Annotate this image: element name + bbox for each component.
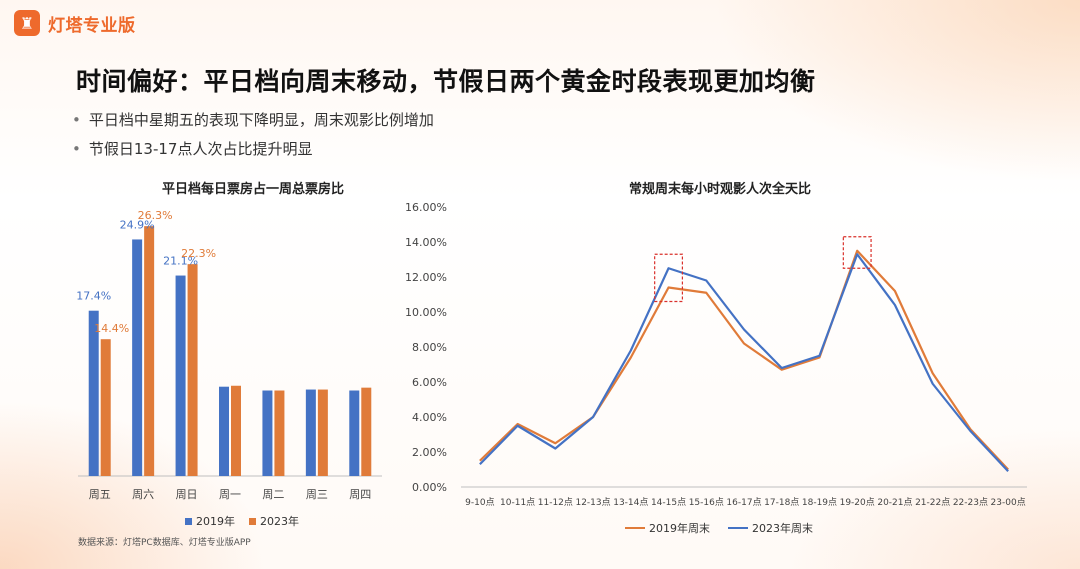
legend-swatch-2019-weekend — [625, 527, 645, 529]
bar-2023年-周五 — [100, 339, 111, 476]
bar-2019年-周五 — [88, 310, 99, 476]
legend-label-2023: 2023年 — [260, 515, 299, 528]
x-tick-label: 18-19点 — [802, 497, 837, 508]
legend-label-2019-weekend: 2019年周末 — [649, 522, 710, 535]
y-tick-label: 14.00% — [405, 236, 447, 249]
x-tick-label: 13-14点 — [613, 497, 648, 508]
x-tick-label: 16-17点 — [726, 497, 761, 508]
x-tick-label: 10-11点 — [500, 497, 535, 508]
data-label-2019-周日: 21.1% — [163, 255, 198, 268]
bar-2023年-周三 — [317, 389, 328, 476]
x-tick-label: 14-15点 — [651, 497, 686, 508]
legend-label-2023-weekend: 2023年周末 — [752, 522, 813, 535]
x-tick-label: 21-22点 — [915, 497, 950, 508]
lighthouse-icon: ♜ — [14, 10, 40, 36]
bar-2019年-周日 — [175, 275, 186, 476]
line-series-2023年周末 — [479, 253, 1009, 473]
bar-2023年-周一 — [231, 385, 241, 476]
data-source-note: 数据来源：灯塔PC数据库、灯塔专业版APP — [78, 538, 251, 548]
x-tick-label: 周五 — [89, 488, 111, 501]
legend-item-2023-weekend: 2023年周末 — [728, 520, 813, 536]
legend-swatch-2019 — [185, 517, 192, 525]
line-chart-legend: 2019年周末 2023年周末 — [625, 520, 813, 536]
legend-item-2019: 2019年 — [185, 513, 235, 529]
x-tick-label: 15-16点 — [689, 497, 724, 508]
legend-item-2023: 2023年 — [249, 513, 299, 529]
bar-2019年-周三 — [305, 389, 316, 476]
x-tick-label: 23-00点 — [991, 497, 1026, 508]
data-label-2023-周五: 14.4% — [94, 322, 129, 335]
data-label-2023-周日: 22.3% — [181, 247, 216, 260]
data-label-2019-周六: 24.9% — [120, 218, 155, 231]
bar-2019年-周六 — [132, 239, 143, 476]
bar-2019年-周一 — [219, 386, 229, 476]
y-tick-label: 12.00% — [405, 271, 447, 284]
highlight-box-1 — [654, 253, 683, 303]
bullet-list: 平日档中星期五的表现下降明显，周末观影比例增加 节假日13-17点人次占比提升明… — [72, 106, 434, 164]
x-tick-label: 周三 — [306, 488, 328, 501]
x-tick-label: 9-10点 — [465, 497, 494, 508]
x-tick-label: 周二 — [262, 488, 284, 501]
legend-item-2019-weekend: 2019年周末 — [625, 520, 710, 536]
legend-label-2019: 2019年 — [196, 515, 235, 528]
bar-2019年-周二 — [262, 390, 273, 476]
y-tick-label: 2.00% — [412, 446, 447, 459]
x-tick-label: 周日 — [176, 488, 198, 501]
y-tick-label: 4.00% — [412, 411, 447, 424]
bullet-item-1: 平日档中星期五的表现下降明显，周末观影比例增加 — [72, 106, 434, 135]
x-tick-label: 11-12点 — [538, 497, 573, 508]
line-chart-title: 常规周末每小时观影人次全天比 — [628, 182, 811, 197]
x-tick-label: 周一 — [219, 488, 241, 501]
line-series-2019年周末 — [479, 249, 1009, 471]
y-tick-label: 0.00% — [412, 481, 447, 494]
x-tick-label: 19-20点 — [840, 497, 875, 508]
y-tick-label: 8.00% — [412, 341, 447, 354]
x-tick-label: 17-18点 — [764, 497, 799, 508]
line-chart: 0.00% 2.00% 4.00% 6.00% 8.00% 10.00% 12.00% 14.… — [405, 201, 1027, 508]
page-title: 时间偏好：平日档向周末移动，节假日两个黄金时段表现更加均衡 — [76, 67, 816, 96]
brand-name: 灯塔专业版 — [48, 15, 136, 36]
y-tick-label: 10.00% — [405, 306, 447, 319]
data-label-2019-周五: 17.4% — [76, 290, 111, 303]
bar-chart-legend: 2019年 2023年 — [185, 513, 299, 529]
y-tick-label: 16.00% — [405, 201, 447, 214]
x-tick-label: 20-21点 — [877, 497, 912, 508]
bar-2023年-周日 — [187, 264, 198, 476]
bar-2023年-周四 — [361, 387, 372, 476]
bar-2023年-周二 — [274, 390, 285, 476]
x-tick-label: 12-13点 — [575, 497, 610, 508]
bar-chart-title: 平日档每日票房占一周总票房比 — [161, 182, 344, 197]
bar-2019年-周四 — [349, 390, 360, 476]
bar-2023年-周六 — [144, 226, 155, 476]
highlight-box-2 — [842, 236, 872, 269]
data-label-2023-周六: 26.3% — [138, 209, 173, 222]
bullet-item-2: 节假日13-17点人次占比提升明显 — [72, 135, 434, 164]
x-tick-label: 周六 — [132, 488, 154, 501]
legend-swatch-2023 — [249, 517, 256, 525]
y-tick-label: 6.00% — [412, 376, 447, 389]
brand-logo: ♜ 灯塔专业版 — [14, 10, 136, 36]
x-tick-label: 22-23点 — [953, 497, 988, 508]
legend-swatch-2023-weekend — [728, 527, 748, 529]
bar-chart: 周五 17.4% 14.4% 周六 24.9%26.3% 周日 21.1%22.3% 周一 周二… — [76, 209, 382, 501]
x-tick-label: 周四 — [349, 488, 371, 501]
